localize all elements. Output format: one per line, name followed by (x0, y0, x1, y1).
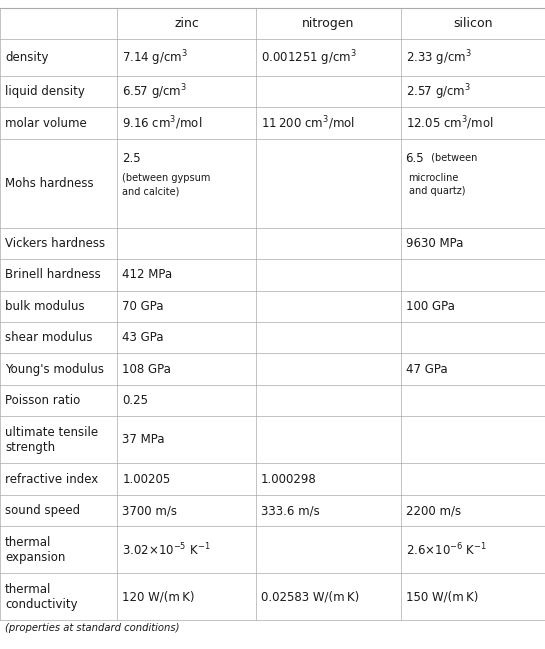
Text: sound speed: sound speed (5, 504, 80, 517)
Text: and quartz): and quartz) (409, 186, 465, 196)
Text: 2.5: 2.5 (122, 153, 141, 165)
Text: 1.00205: 1.00205 (122, 472, 171, 485)
Text: Brinell hardness: Brinell hardness (5, 269, 101, 282)
Text: thermal
conductivity: thermal conductivity (5, 583, 77, 611)
Text: ultimate tensile
strength: ultimate tensile strength (5, 426, 98, 454)
Text: shear modulus: shear modulus (5, 331, 93, 344)
Text: refractive index: refractive index (5, 472, 98, 485)
Text: 0.25: 0.25 (122, 394, 148, 407)
Text: Young's modulus: Young's modulus (5, 363, 104, 376)
Text: $2.6{\times}10^{-6}\ \mathrm{K}^{-1}$: $2.6{\times}10^{-6}\ \mathrm{K}^{-1}$ (405, 541, 487, 558)
Text: nitrogen: nitrogen (302, 18, 355, 31)
Text: 9.16 cm$^3$$\mathregular{/mol}$: 9.16 cm$^3$$\mathregular{/mol}$ (122, 114, 203, 132)
Text: 47 GPa: 47 GPa (405, 363, 447, 376)
Text: microcline: microcline (409, 173, 459, 182)
Text: 37 MPa: 37 MPa (122, 434, 165, 447)
Text: 6.5: 6.5 (405, 153, 424, 165)
Text: molar volume: molar volume (5, 117, 87, 130)
Text: 2.57 g/cm$^3$: 2.57 g/cm$^3$ (405, 82, 470, 101)
Text: 0.001251 g/cm$^3$: 0.001251 g/cm$^3$ (261, 48, 357, 67)
Text: Mohs hardness: Mohs hardness (5, 177, 94, 190)
Text: 0.02583 W/(m K): 0.02583 W/(m K) (261, 591, 359, 604)
Text: silicon: silicon (453, 18, 493, 31)
Text: 100 GPa: 100 GPa (405, 300, 455, 313)
Text: liquid density: liquid density (5, 85, 85, 98)
Text: 7.14 g/cm$^3$: 7.14 g/cm$^3$ (122, 48, 188, 67)
Text: 43 GPa: 43 GPa (122, 331, 164, 344)
Text: 9630 MPa: 9630 MPa (405, 237, 463, 250)
Text: 120 W/(m K): 120 W/(m K) (122, 591, 195, 604)
Text: 1.000298: 1.000298 (261, 472, 317, 485)
Text: density: density (5, 51, 49, 64)
Text: 11 200 cm$^3$$\mathregular{/mol}$: 11 200 cm$^3$$\mathregular{/mol}$ (261, 114, 355, 132)
Text: bulk modulus: bulk modulus (5, 300, 84, 313)
Text: 2200 m/s: 2200 m/s (405, 504, 461, 517)
Text: and calcite): and calcite) (122, 186, 179, 196)
Text: zinc: zinc (174, 18, 199, 31)
Text: 333.6 m/s: 333.6 m/s (261, 504, 320, 517)
Text: Poisson ratio: Poisson ratio (5, 394, 80, 407)
Text: (properties at standard conditions): (properties at standard conditions) (5, 624, 179, 633)
Text: (between gypsum: (between gypsum (122, 173, 210, 182)
Text: (between: (between (428, 153, 477, 162)
Text: 108 GPa: 108 GPa (122, 363, 171, 376)
Text: $3.02{\times}10^{-5}\ \mathrm{K}^{-1}$: $3.02{\times}10^{-5}\ \mathrm{K}^{-1}$ (122, 541, 211, 558)
Text: 12.05 cm$^3$$\mathregular{/mol}$: 12.05 cm$^3$$\mathregular{/mol}$ (405, 114, 493, 132)
Text: 3700 m/s: 3700 m/s (122, 504, 177, 517)
Text: 6.57 g/cm$^3$: 6.57 g/cm$^3$ (122, 82, 187, 101)
Text: 70 GPa: 70 GPa (122, 300, 164, 313)
Text: 2.33 g/cm$^3$: 2.33 g/cm$^3$ (405, 48, 471, 67)
Text: 150 W/(m K): 150 W/(m K) (405, 591, 478, 604)
Text: Vickers hardness: Vickers hardness (5, 237, 105, 250)
Text: thermal
expansion: thermal expansion (5, 536, 65, 564)
Text: 412 MPa: 412 MPa (122, 269, 172, 282)
